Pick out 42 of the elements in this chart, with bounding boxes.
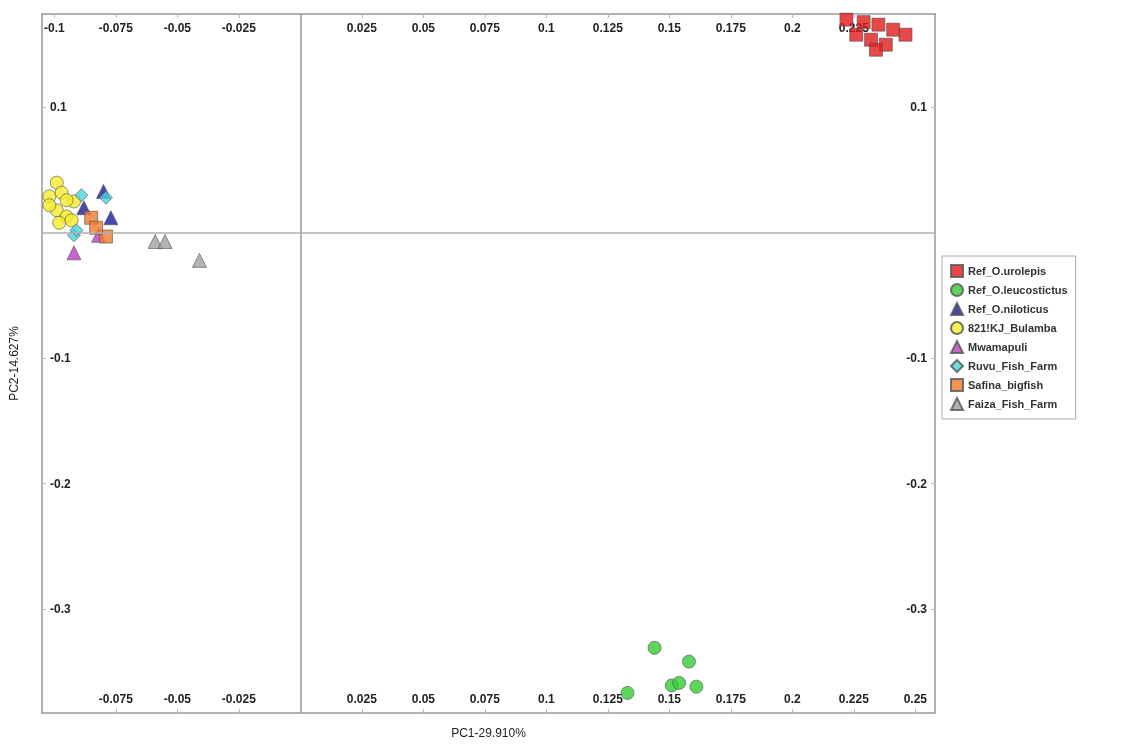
x2-tick-label: 0.2	[783, 21, 801, 35]
y-tick-label: 0.1	[50, 100, 68, 115]
legend-label: Faiza_Fish_Farm	[968, 398, 1058, 410]
x2-tick-label: 0.025	[346, 21, 378, 35]
x-tick-label: -0.025	[221, 692, 257, 706]
legend-label: Ruvu_Fish_Farm	[968, 360, 1058, 372]
x-tick-label: 0.1	[537, 692, 555, 706]
legend-label: Ref_O.urolepis	[968, 265, 1047, 277]
y-axis-title: PC2-14.627%	[7, 325, 21, 401]
x2-tick-label: -0.05	[163, 21, 192, 35]
y2-tick-label: -0.3	[906, 601, 928, 616]
x-tick-label: -0.075	[98, 692, 134, 706]
x2-tick-label: 0.075	[469, 21, 501, 35]
legend-label: Safina_bigfish	[968, 379, 1044, 391]
y2-tick-label: -0.1	[906, 351, 928, 366]
y-tick-label: -0.3	[50, 601, 71, 616]
x-tick-label: 0.175	[715, 692, 747, 706]
legend-label: 821!KJ_Bulamba	[968, 322, 1058, 334]
x-tick-label: 0.05	[411, 692, 436, 706]
x-tick-label: 0.025	[346, 692, 378, 706]
x-tick-label: 0.25	[903, 692, 928, 706]
x2-tick-label: 0.1	[537, 21, 555, 35]
y-tick-label: -0.1	[50, 351, 71, 366]
y-tick-label: -0.2	[50, 476, 71, 491]
x-tick-label: -0.05	[163, 692, 192, 706]
legend-label: Ref_O.leucostictus	[968, 284, 1068, 296]
x-tick-label: 0.125	[592, 692, 624, 706]
x2-tick-label: 0.15	[657, 21, 682, 35]
y2-tick-label: -0.2	[906, 476, 928, 491]
x2-tick-label: -0.075	[98, 21, 134, 35]
legend-label: Mwamapuli	[968, 341, 1028, 353]
x-tick-label: 0.15	[657, 692, 682, 706]
x-tick-label: 0.225	[838, 692, 870, 706]
y2-tick-label: 0.1	[910, 100, 928, 115]
x-tick-label: 0.2	[783, 692, 801, 706]
x-tick-label: 0.075	[469, 692, 501, 706]
legend-label: Ref_O.niloticus	[968, 303, 1049, 315]
x2-tick-label: -0.025	[221, 21, 257, 35]
x2-tick-label: 0.05	[411, 21, 436, 35]
x2-tick-label: 0.175	[715, 21, 747, 35]
x-axis-title: PC1-29.910%	[451, 726, 527, 740]
x2-tick-label: 0.125	[592, 21, 624, 35]
